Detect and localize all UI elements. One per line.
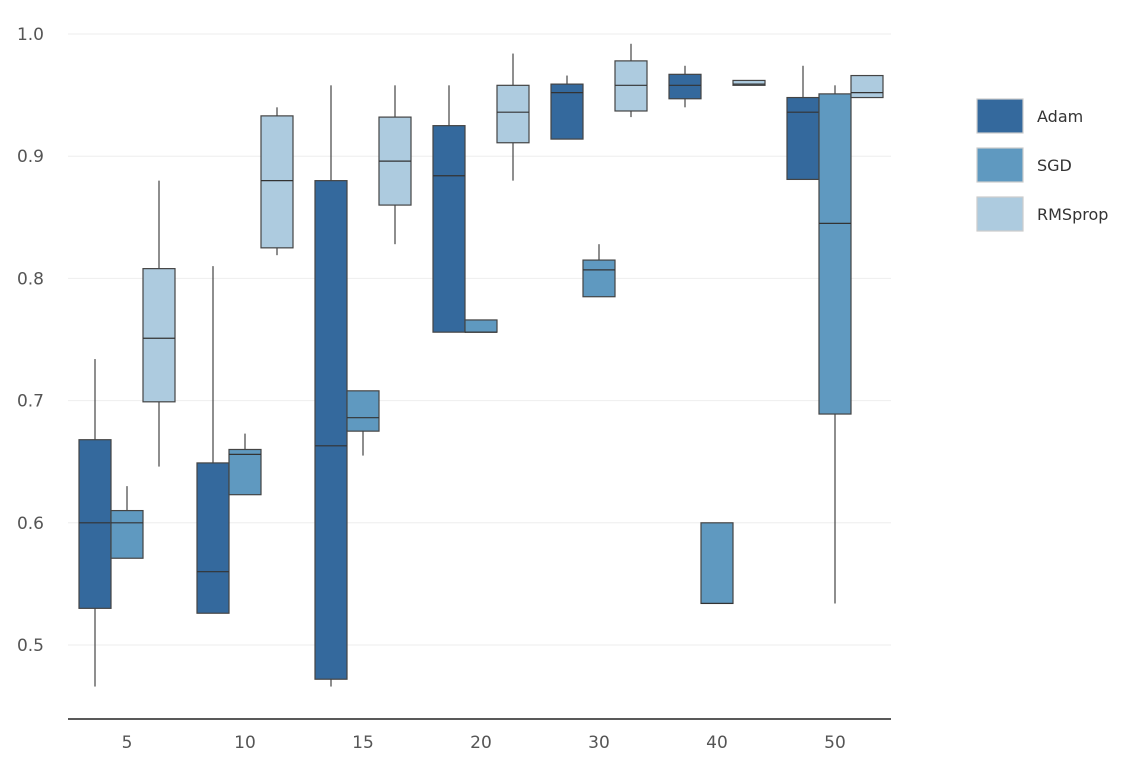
box-adam-40: [668, 65, 702, 108]
box-body: [110, 509, 144, 559]
box-body: [142, 268, 176, 403]
box-sgd-50: [818, 85, 852, 604]
box-sgd-20: [464, 319, 498, 333]
y-tick-label: 0.7: [17, 392, 44, 412]
box-body: [260, 115, 294, 249]
box-groups: [78, 43, 884, 687]
legend-swatch-rmsprop: [976, 196, 1024, 232]
box-body: [818, 93, 852, 415]
grid-lines: [68, 33, 891, 646]
legend-label: Adam: [1037, 107, 1083, 126]
legend: Adam SGD RMSprop: [976, 98, 1108, 232]
box-rmsprop-10: [260, 107, 294, 256]
box-body: [614, 60, 648, 112]
box-adam-20: [432, 85, 466, 333]
y-tick-label: 0.6: [17, 514, 44, 534]
x-axis-ticks: 5 10 15 20 30 40 50: [122, 733, 846, 753]
box-body: [346, 390, 380, 432]
box-rmsprop-5: [142, 180, 176, 467]
box-body: [850, 74, 884, 99]
box-sgd-5: [110, 486, 144, 559]
legend-swatch-sgd: [976, 147, 1024, 183]
box-body: [550, 83, 584, 140]
y-axis-ticks: 0.5 0.6 0.7 0.8 0.9 1.0: [17, 25, 44, 656]
box-body: [78, 439, 112, 609]
box-body: [786, 96, 820, 181]
x-tick-label: 40: [706, 733, 728, 753]
box-body: [700, 522, 734, 605]
box-body: [228, 448, 262, 496]
x-tick-label: 5: [122, 733, 133, 753]
box-adam-10: [196, 266, 230, 614]
box-rmsprop-15: [378, 85, 412, 245]
y-tick-label: 0.9: [17, 147, 44, 167]
box-body: [196, 462, 230, 614]
y-tick-label: 0.5: [17, 636, 44, 656]
x-tick-label: 10: [234, 733, 256, 753]
box-rmsprop-30: [614, 43, 648, 118]
box-adam-30: [550, 75, 584, 140]
box-body: [582, 259, 616, 298]
box-adam-15: [314, 85, 348, 687]
y-tick-label: 0.8: [17, 269, 44, 289]
box-body: [314, 180, 348, 680]
box-rmsprop-40: [732, 79, 766, 86]
x-tick-label: 15: [352, 733, 374, 753]
legend-swatch-adam: [976, 98, 1024, 134]
box-adam-50: [786, 65, 820, 181]
box-sgd-10: [228, 433, 262, 496]
box-body: [732, 79, 766, 86]
legend-label: SGD: [1037, 156, 1072, 175]
box-sgd-15: [346, 390, 380, 456]
box-rmsprop-50: [850, 74, 884, 99]
box-body: [432, 125, 466, 333]
box-sgd-40: [700, 522, 734, 605]
box-body: [668, 73, 702, 100]
x-tick-label: 20: [470, 733, 492, 753]
x-tick-label: 50: [824, 733, 846, 753]
x-tick-label: 30: [588, 733, 610, 753]
legend-label: RMSprop: [1037, 205, 1108, 224]
box-body: [464, 319, 498, 333]
box-sgd-30: [582, 244, 616, 298]
y-tick-label: 1.0: [17, 25, 44, 45]
box-adam-5: [78, 359, 112, 687]
box-rmsprop-20: [496, 53, 530, 181]
box-body: [496, 84, 530, 144]
